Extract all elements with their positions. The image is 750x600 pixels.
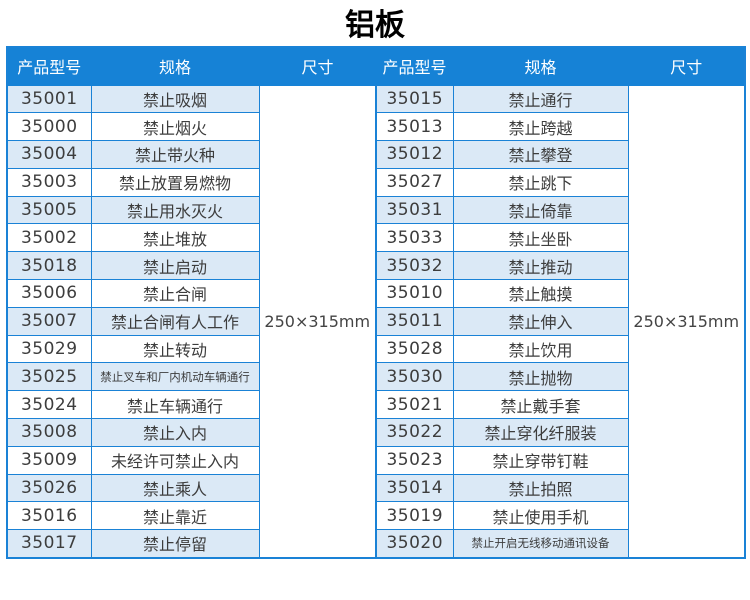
left-spec-cell: 禁止启动: [90, 251, 260, 281]
right-model-cell: 35023: [375, 445, 454, 475]
right-spec-cell: 禁止跨越: [452, 112, 629, 142]
left-spec-cell: 禁止放置易燃物: [90, 167, 260, 197]
left-model-cell: 35006: [6, 279, 92, 308]
header-left-model: 产品型号: [6, 46, 92, 86]
left-spec-cell: 禁止烟火: [90, 112, 260, 142]
product-spec-table: 产品型号 规格 尺寸 产品型号 规格 尺寸 35001 禁止吸烟 250×315mm…: [6, 46, 746, 559]
left-spec-cell: 禁止堆放: [90, 223, 260, 253]
right-size-cell: 250×315mm: [627, 84, 746, 559]
header-right-size: 尺寸: [627, 46, 746, 86]
left-spec-cell: 禁止车辆通行: [90, 390, 260, 420]
left-model-cell: 35009: [6, 445, 92, 475]
left-model-cell: 35016: [6, 501, 92, 531]
left-model-cell: 35005: [6, 195, 92, 225]
right-spec-cell: 禁止饮用: [452, 334, 629, 364]
left-spec-cell: 禁止吸烟: [90, 84, 260, 114]
left-size-cell: 250×315mm: [258, 84, 377, 559]
header-right-spec: 规格: [452, 46, 629, 86]
right-model-cell: 35010: [375, 279, 454, 308]
left-model-cell: 35029: [6, 334, 92, 364]
right-spec-cell: 禁止倚靠: [452, 195, 629, 225]
table-row: 35003 禁止放置易燃物 35027 禁止跳下: [6, 167, 745, 197]
left-model-cell: 35002: [6, 223, 92, 253]
right-model-cell: 35014: [375, 473, 454, 503]
right-spec-cell: 禁止推动: [452, 251, 629, 281]
table-header: 产品型号 规格 尺寸 产品型号 规格 尺寸: [6, 46, 746, 86]
page-title: 铝板: [345, 8, 405, 43]
left-spec-cell: 禁止乘人: [90, 473, 260, 503]
header-left-size: 尺寸: [258, 46, 377, 86]
table-row: 35018 禁止启动 35032 禁止推动: [6, 251, 745, 281]
table-row: 35007 禁止合闸有人工作 35011 禁止伸入: [6, 306, 745, 336]
left-model-cell: 35007: [6, 306, 92, 336]
left-spec-cell: 禁止停留: [90, 529, 260, 559]
left-model-cell: 35026: [6, 473, 92, 503]
right-model-cell: 35015: [375, 84, 454, 114]
right-spec-cell: 禁止跳下: [452, 167, 629, 197]
left-spec-cell: 禁止合闸有人工作: [90, 306, 260, 336]
right-spec-cell: 禁止穿带钉鞋: [452, 445, 629, 475]
table-row: 35017 禁止停留 35020 禁止开启无线移动通讯设备: [6, 529, 745, 559]
left-spec-cell: 禁止靠近: [90, 501, 260, 531]
right-spec-cell: 禁止通行: [452, 84, 629, 114]
right-spec-cell: 禁止开启无线移动通讯设备: [452, 529, 629, 559]
table-row: 35009 未经许可禁止入内 35023 禁止穿带钉鞋: [6, 445, 745, 475]
right-spec-cell: 禁止使用手机: [452, 501, 629, 531]
table-row: 35006 禁止合闸 35010 禁止触摸: [6, 279, 745, 308]
left-model-cell: 35017: [6, 529, 92, 559]
table-row: 35025 禁止叉车和厂内机动车辆通行 35030 禁止抛物: [6, 362, 745, 392]
table-row: 35000 禁止烟火 35013 禁止跨越: [6, 112, 745, 142]
table-row: 35008 禁止入内 35022 禁止穿化纤服装: [6, 418, 745, 447]
left-model-cell: 35003: [6, 167, 92, 197]
right-spec-cell: 禁止触摸: [452, 279, 629, 308]
header-right-model: 产品型号: [375, 46, 454, 86]
left-model-cell: 35001: [6, 84, 92, 114]
left-model-cell: 35025: [6, 362, 92, 392]
left-spec-cell: 禁止带火种: [90, 140, 260, 169]
left-spec-cell: 禁止用水灭火: [90, 195, 260, 225]
table-body: 35001 禁止吸烟 250×315mm 35015 禁止通行 250×315mm 3500…: [6, 84, 746, 559]
table-row: 35004 禁止带火种 35012 禁止攀登: [6, 140, 745, 169]
left-model-cell: 35004: [6, 140, 92, 169]
right-spec-cell: 禁止攀登: [452, 140, 629, 169]
right-model-cell: 35031: [375, 195, 454, 225]
right-model-cell: 35030: [375, 362, 454, 392]
left-spec-cell: 禁止叉车和厂内机动车辆通行: [90, 362, 260, 392]
left-model-cell: 35018: [6, 251, 92, 281]
left-spec-cell: 未经许可禁止入内: [90, 445, 260, 475]
right-model-cell: 35012: [375, 140, 454, 169]
right-spec-cell: 禁止坐卧: [452, 223, 629, 253]
left-spec-cell: 禁止转动: [90, 334, 260, 364]
right-model-cell: 35028: [375, 334, 454, 364]
right-model-cell: 35013: [375, 112, 454, 142]
table-row: 35002 禁止堆放 35033 禁止坐卧: [6, 223, 745, 253]
left-spec-cell: 禁止入内: [90, 418, 260, 447]
left-model-cell: 35000: [6, 112, 92, 142]
table-row: 35026 禁止乘人 35014 禁止拍照: [6, 473, 745, 503]
table-row: 35029 禁止转动 35028 禁止饮用: [6, 334, 745, 364]
left-spec-cell: 禁止合闸: [90, 279, 260, 308]
right-model-cell: 35020: [375, 529, 454, 559]
right-spec-cell: 禁止戴手套: [452, 390, 629, 420]
table-row: 35005 禁止用水灭火 35031 禁止倚靠: [6, 195, 745, 225]
left-model-cell: 35008: [6, 418, 92, 447]
header-row: 产品型号 规格 尺寸 产品型号 规格 尺寸: [6, 46, 746, 86]
right-model-cell: 35032: [375, 251, 454, 281]
right-spec-cell: 禁止拍照: [452, 473, 629, 503]
table-row: 35001 禁止吸烟 250×315mm 35015 禁止通行 250×315mm: [6, 84, 746, 559]
right-spec-cell: 禁止穿化纤服装: [452, 418, 629, 447]
right-model-cell: 35022: [375, 418, 454, 447]
right-model-cell: 35021: [375, 390, 454, 420]
right-model-cell: 35019: [375, 501, 454, 531]
right-model-cell: 35011: [375, 306, 454, 336]
left-model-cell: 35024: [6, 390, 92, 420]
right-spec-cell: 禁止伸入: [452, 306, 629, 336]
right-spec-cell: 禁止抛物: [452, 362, 629, 392]
header-left-spec: 规格: [90, 46, 260, 86]
right-model-cell: 35033: [375, 223, 454, 253]
right-model-cell: 35027: [375, 167, 454, 197]
